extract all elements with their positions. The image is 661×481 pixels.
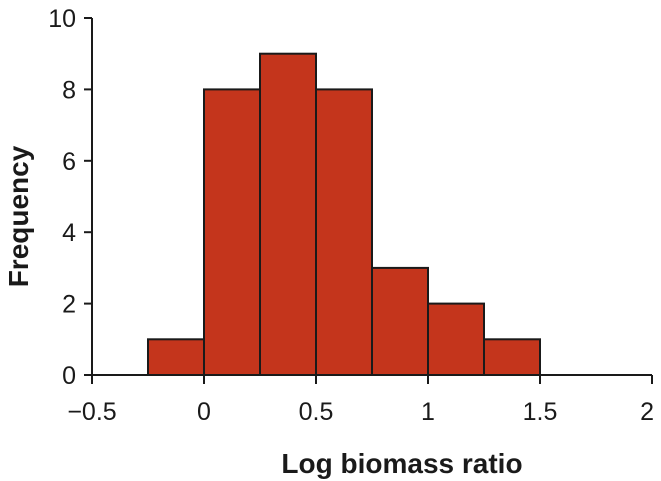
x-tick-label: 2 xyxy=(640,398,654,426)
y-tick-label: 6 xyxy=(62,148,76,176)
histogram-bar-5 xyxy=(427,302,485,377)
x-axis-title: Log biomass ratio xyxy=(281,448,522,479)
histogram-bar-0 xyxy=(147,338,205,376)
y-ticks-group: 0 2 4 6 8 10 xyxy=(48,5,92,390)
x-tick-label: 0.5 xyxy=(299,398,334,426)
x-ticks-group: −0.5 0 0.5 1 1.5 2 xyxy=(67,375,654,426)
histogram-bar-2 xyxy=(259,52,317,376)
histogram-bar-6 xyxy=(483,338,541,376)
x-tick-label: 1 xyxy=(421,398,435,426)
y-tick-label: 8 xyxy=(62,76,76,104)
histogram-bar-4 xyxy=(371,266,429,376)
x-tick-label: −0.5 xyxy=(67,398,116,426)
y-axis-title: Frequency xyxy=(3,145,34,287)
y-tick-label: 2 xyxy=(62,291,76,319)
y-tick-label: 0 xyxy=(62,362,76,390)
bars-group xyxy=(147,52,541,377)
y-tick-label: 10 xyxy=(48,5,76,33)
x-tick-label: 1.5 xyxy=(523,398,558,426)
y-tick-label: 4 xyxy=(62,219,76,247)
axes-group xyxy=(91,18,652,376)
histogram-bar-3 xyxy=(315,88,373,377)
x-tick-label: 0 xyxy=(197,398,211,426)
histogram-bar-1 xyxy=(203,88,261,377)
